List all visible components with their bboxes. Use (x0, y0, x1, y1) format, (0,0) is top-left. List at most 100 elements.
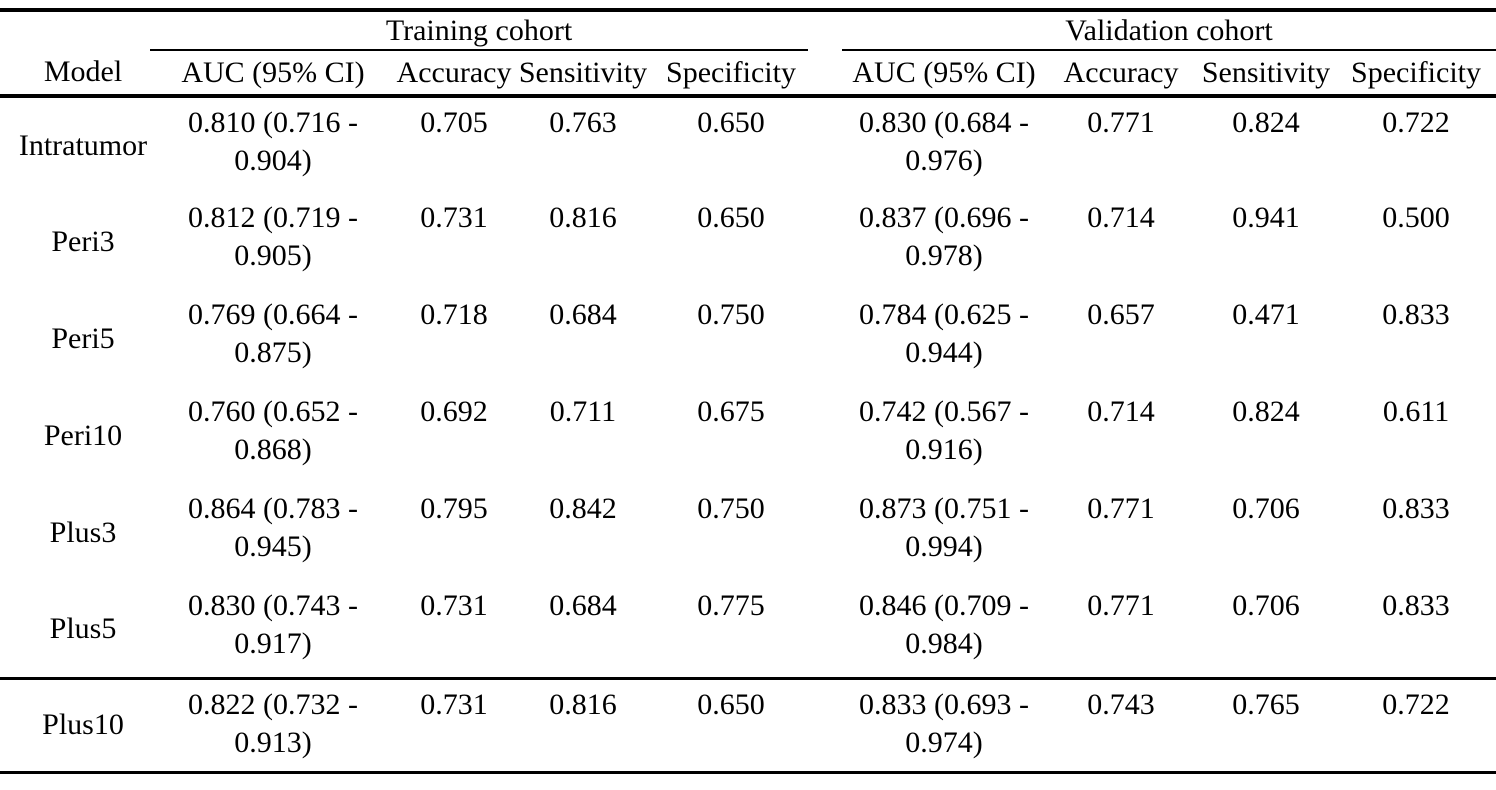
auc-ci-line2: 0.916) (905, 433, 983, 466)
accuracy-training-cell: 0.731 (420, 201, 488, 234)
auc-ci-line1: 0.833 (0.693 - (859, 687, 1029, 721)
auc-validation-cell: 0.873 (0.751 - 0.994) (842, 484, 1046, 581)
auc-validation-cell: 0.784 (0.625 - 0.944) (842, 290, 1046, 387)
accuracy-training-cell: 0.718 (420, 298, 488, 331)
model-cell: Plus5 (49, 611, 117, 645)
column-header-model: Model (0, 50, 150, 98)
sensitivity-validation-cell: 0.706 (1232, 492, 1300, 525)
results-table: Training cohort Validation cohort Model … (0, 8, 1496, 774)
sensitivity-validation-cell: 0.471 (1232, 298, 1300, 331)
auc-ci-line1: 0.873 (0.751 - (859, 492, 1029, 525)
column-spacer (808, 581, 842, 678)
sensitivity-training-cell: 0.842 (549, 492, 617, 525)
auc-ci-line1: 0.837 (0.696 - (859, 201, 1029, 234)
sensitivity-validation-cell: 0.824 (1232, 395, 1300, 428)
column-header-specificity-training: Specificity (654, 50, 809, 98)
sensitivity-validation-cell: 0.824 (1232, 106, 1300, 139)
column-header-sensitivity-training: Sensitivity (512, 50, 654, 98)
auc-ci-line2: 0.917) (234, 627, 312, 660)
model-cell: Peri3 (51, 224, 115, 258)
accuracy-validation-cell: 0.771 (1087, 106, 1155, 139)
specificity-training-cell: 0.650 (697, 201, 765, 234)
auc-training-cell: 0.769 (0.664 - 0.875) (150, 290, 396, 387)
auc-validation-cell: 0.833 (0.693 - 0.974) (842, 676, 1047, 774)
auc-training-cell: 0.760 (0.652 - 0.868) (150, 387, 396, 484)
auc-ci-line2: 0.984) (905, 627, 983, 660)
sensitivity-validation-cell: 0.765 (1196, 676, 1337, 774)
auc-ci-line1: 0.822 (0.732 - (188, 687, 358, 721)
specificity-training-cell: 0.750 (697, 298, 765, 331)
auc-ci-line2: 0.976) (905, 144, 983, 177)
auc-ci-line1: 0.810 (0.716 - (188, 106, 358, 139)
sensitivity-validation-cell: 0.706 (1232, 589, 1300, 622)
auc-ci-line1: 0.760 (0.652 - (188, 395, 358, 428)
auc-ci-line2: 0.868) (234, 433, 312, 466)
column-spacer (808, 50, 843, 98)
specificity-training-cell: 0.675 (697, 395, 765, 428)
accuracy-validation-cell: 0.771 (1087, 589, 1155, 622)
table-row-peri3: Peri3 0.812 (0.719 - 0.905) 0.731 0.816 … (0, 193, 1496, 290)
auc-validation-cell: 0.830 (0.684 - 0.976) (842, 96, 1046, 193)
specificity-training-cell: 0.775 (697, 589, 765, 622)
accuracy-training-cell: 0.731 (420, 589, 488, 622)
paper-page: Training cohort Validation cohort Model … (0, 8, 1496, 774)
auc-training-cell: 0.810 (0.716 - 0.904) (150, 96, 396, 193)
auc-ci-line2: 0.904) (234, 144, 312, 177)
accuracy-validation-cell: 0.657 (1087, 298, 1155, 331)
auc-ci-line2: 0.974) (905, 725, 983, 759)
column-header-row: Model AUC (95% CI) Accuracy Sensitivity … (0, 50, 1496, 98)
specificity-training-cell: 0.750 (697, 492, 765, 525)
column-spacer (808, 290, 842, 387)
column-spacer (808, 387, 842, 484)
column-spacer (808, 484, 842, 581)
auc-ci-line2: 0.913) (234, 725, 312, 759)
auc-ci-line2: 0.994) (905, 530, 983, 563)
table-row-peri5: Peri5 0.769 (0.664 - 0.875) 0.718 0.684 … (0, 290, 1496, 387)
auc-ci-line2: 0.978) (905, 239, 983, 272)
column-header-accuracy-validation: Accuracy (1046, 50, 1197, 98)
auc-validation-cell: 0.837 (0.696 - 0.978) (842, 193, 1046, 290)
auc-ci-line1: 0.769 (0.664 - (188, 298, 358, 331)
model-cell: Peri5 (51, 321, 115, 355)
auc-validation-cell: 0.846 (0.709 - 0.984) (842, 581, 1046, 678)
auc-ci-line2: 0.905) (234, 239, 312, 272)
sensitivity-training-cell: 0.684 (549, 589, 617, 622)
group-header-training: Training cohort (150, 8, 809, 51)
sensitivity-training-cell: 0.816 (512, 676, 654, 774)
auc-ci-line2: 0.944) (905, 336, 983, 369)
auc-training-cell: 0.830 (0.743 - 0.917) (150, 581, 396, 678)
column-spacer (808, 96, 842, 193)
auc-ci-line1: 0.846 (0.709 - (859, 589, 1029, 622)
column-header-auc-training: AUC (95% CI) (150, 50, 396, 98)
auc-training-cell: 0.822 (0.732 - 0.913) (150, 676, 396, 774)
auc-ci-line1: 0.812 (0.719 - (188, 201, 358, 234)
accuracy-validation-cell: 0.743 (1046, 676, 1197, 774)
table-row-plus10: Plus10 0.822 (0.732 - 0.913) 0.731 0.816… (0, 676, 1496, 774)
accuracy-validation-cell: 0.714 (1087, 201, 1155, 234)
table-row-plus5: Plus5 0.830 (0.743 - 0.917) 0.731 0.684 … (0, 581, 1496, 678)
specificity-validation-cell: 0.833 (1382, 589, 1450, 622)
model-cell: Intratumor (18, 128, 148, 162)
model-cell: Plus10 (0, 676, 150, 774)
sensitivity-training-cell: 0.711 (549, 395, 617, 428)
auc-validation-cell: 0.742 (0.567 - 0.916) (842, 387, 1046, 484)
auc-training-cell: 0.812 (0.719 - 0.905) (150, 193, 396, 290)
accuracy-training-cell: 0.705 (420, 106, 488, 139)
group-header-validation: Validation cohort (842, 8, 1496, 51)
specificity-validation-cell: 0.833 (1382, 298, 1450, 331)
accuracy-training-cell: 0.731 (396, 676, 512, 774)
column-header-specificity-validation: Specificity (1336, 50, 1496, 98)
specificity-training-cell: 0.650 (654, 676, 809, 774)
auc-ci-line1: 0.784 (0.625 - (859, 298, 1029, 331)
specificity-training-cell: 0.650 (697, 106, 765, 139)
table-row-peri10: Peri10 0.760 (0.652 - 0.868) 0.692 0.711… (0, 387, 1496, 484)
specificity-validation-cell: 0.722 (1336, 676, 1496, 774)
column-header-sensitivity-validation: Sensitivity (1196, 50, 1337, 98)
column-header-accuracy-training: Accuracy (396, 50, 512, 98)
accuracy-validation-cell: 0.714 (1087, 395, 1155, 428)
column-spacer (808, 676, 843, 774)
table-row-intratumor: Intratumor 0.810 (0.716 - 0.904) 0.705 0… (0, 96, 1496, 193)
auc-ci-line1: 0.742 (0.567 - (859, 395, 1029, 428)
accuracy-training-cell: 0.692 (420, 395, 488, 428)
specificity-validation-cell: 0.500 (1382, 201, 1450, 234)
